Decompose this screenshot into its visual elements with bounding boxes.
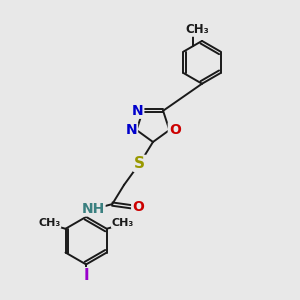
Text: N: N xyxy=(125,123,137,137)
Text: I: I xyxy=(83,268,89,283)
Text: O: O xyxy=(132,200,144,214)
Text: S: S xyxy=(134,156,145,171)
Text: CH₃: CH₃ xyxy=(112,218,134,228)
Text: NH: NH xyxy=(81,202,105,216)
Text: O: O xyxy=(169,123,181,137)
Text: CH₃: CH₃ xyxy=(38,218,60,228)
Text: CH₃: CH₃ xyxy=(185,23,209,36)
Text: N: N xyxy=(132,104,143,118)
